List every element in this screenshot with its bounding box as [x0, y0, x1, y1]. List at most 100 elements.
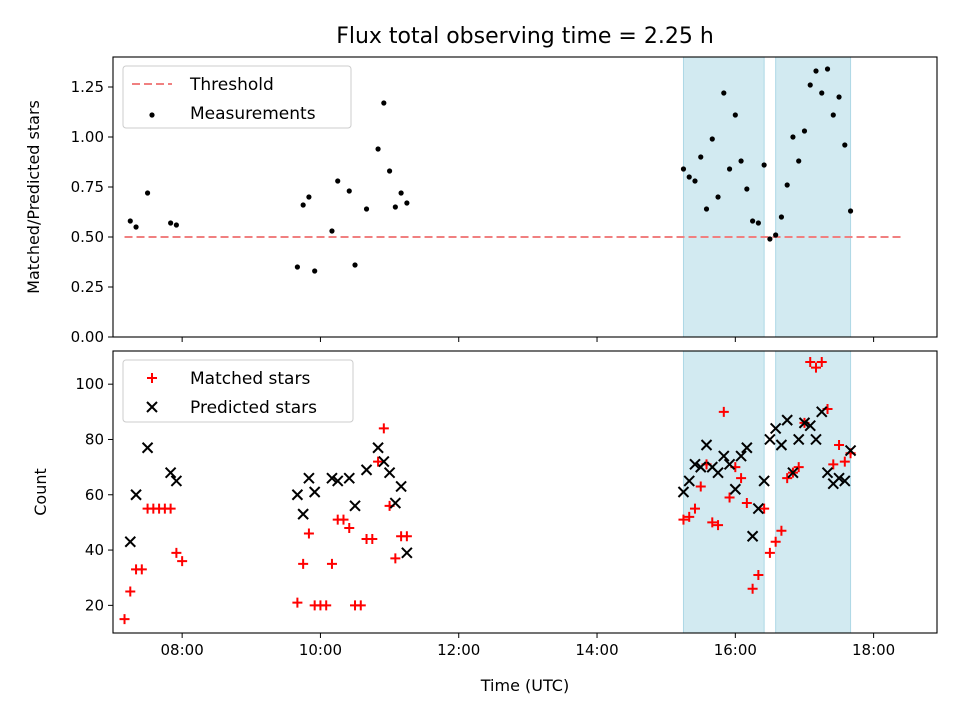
predicted-stars-point — [332, 475, 344, 487]
measurements-point — [346, 188, 352, 194]
measurements-point — [819, 90, 825, 96]
measurements-point — [375, 146, 381, 152]
measurements-point — [847, 208, 854, 214]
matched-stars-point — [326, 558, 337, 569]
matched-stars-point — [165, 503, 176, 514]
predicted-stars-point — [723, 458, 736, 471]
y-tick-label: 60 — [85, 486, 104, 504]
measurements-point — [750, 218, 756, 224]
measurements-point — [398, 190, 404, 196]
plot-area — [124, 66, 903, 274]
predicted-stars-point — [297, 508, 309, 520]
predicted-stars-point — [775, 439, 788, 451]
predicted-stars-point — [372, 442, 384, 454]
matched-stars-point — [770, 536, 781, 547]
matched-stars-point — [177, 556, 188, 567]
matched-stars-point — [776, 525, 787, 536]
measurements-point — [726, 166, 733, 172]
measurements-point — [721, 90, 727, 96]
predicted-stars-point — [752, 502, 765, 515]
measurements-point — [796, 158, 802, 164]
measurements-point — [778, 214, 785, 220]
legend-box — [122, 359, 354, 423]
x-axis-label: Time (UTC) — [480, 676, 569, 695]
predicted-stars-point — [343, 472, 355, 484]
predicted-stars-point — [401, 547, 413, 559]
y-tick-label: 1.25 — [71, 78, 104, 96]
legend-box — [122, 65, 352, 129]
matched-stars-point — [834, 440, 845, 450]
measurements-point — [744, 186, 750, 192]
measurements-point — [703, 206, 710, 212]
predicted-stars-point — [746, 530, 759, 542]
x-tick-label: 16:00 — [714, 641, 757, 659]
y-tick-label: 0.25 — [71, 278, 104, 296]
measurements-point — [680, 166, 687, 172]
y-tick-label: 80 — [85, 430, 104, 448]
measurements-point — [300, 202, 306, 208]
matched-stars-point — [367, 534, 378, 544]
predicted-stars-point — [130, 489, 142, 501]
predicted-stars-point — [383, 466, 396, 479]
legend-measurements-swatch — [149, 112, 155, 118]
matched-stars-point — [805, 357, 816, 368]
predicted-stars-point — [683, 475, 695, 487]
matched-stars-point — [689, 503, 700, 514]
measurements-point — [715, 194, 721, 200]
matched-stars-point — [759, 503, 770, 514]
predicted-stars-point — [758, 475, 770, 487]
matched-stars-point — [718, 406, 729, 417]
matched-stars-point — [125, 586, 136, 597]
measurements-point — [404, 200, 410, 206]
y-tick-label: 1.00 — [71, 128, 104, 146]
predicted-stars-point — [695, 461, 707, 473]
predicted-stars-point — [792, 433, 805, 446]
predicted-stars-point — [810, 433, 822, 446]
matched-stars-point — [401, 531, 412, 542]
predicted-stars-point — [712, 466, 724, 479]
legend-measurements-label: Measurements — [190, 104, 316, 124]
y-tick-label: 0.75 — [71, 178, 104, 196]
matched-stars-point — [747, 583, 758, 594]
matched-stars-point — [793, 462, 804, 473]
predicted-stars-point — [326, 472, 338, 484]
predicted-stars-point — [700, 439, 713, 451]
predicted-stars-point — [170, 475, 183, 487]
matched-stars-point — [298, 558, 309, 569]
measurements-point — [732, 112, 738, 118]
predicted-stars-point — [839, 475, 851, 487]
measurements-point — [801, 128, 808, 134]
predicted-stars-point — [389, 497, 402, 509]
predicted-stars-point — [787, 466, 799, 479]
predicted-stars-point — [677, 486, 690, 498]
measurements-point — [294, 264, 300, 270]
plot-area — [119, 357, 857, 625]
shaded-interval-2 — [775, 56, 852, 338]
predicted-stars-point — [378, 455, 390, 468]
measurements-point — [133, 224, 139, 230]
matched-stars-point — [344, 522, 355, 533]
axes-frame — [112, 56, 938, 338]
measurements-point — [363, 206, 370, 212]
matched-stars-point — [303, 528, 314, 539]
measurements-point — [168, 220, 174, 226]
matched-stars-point — [171, 547, 182, 558]
measurements-point — [836, 94, 842, 100]
matched-stars-point — [816, 357, 827, 368]
measurements-point — [381, 100, 387, 106]
measurements-point — [824, 66, 831, 72]
measurements-point — [842, 142, 848, 148]
predicted-stars-point — [729, 483, 742, 495]
matched-stars-point — [753, 569, 764, 580]
predicted-stars-point — [764, 433, 776, 446]
predicted-stars-point — [689, 458, 701, 471]
measurements-point — [127, 218, 133, 224]
matched-stars-point — [810, 362, 821, 373]
predicted-stars-point — [718, 450, 730, 462]
y-tick-label: 100 — [75, 375, 104, 393]
shaded-interval-1 — [682, 56, 765, 338]
legend-matched-stars-swatch — [147, 373, 157, 383]
matched-stars-point — [373, 456, 384, 467]
predicted-stars-point — [781, 414, 793, 426]
